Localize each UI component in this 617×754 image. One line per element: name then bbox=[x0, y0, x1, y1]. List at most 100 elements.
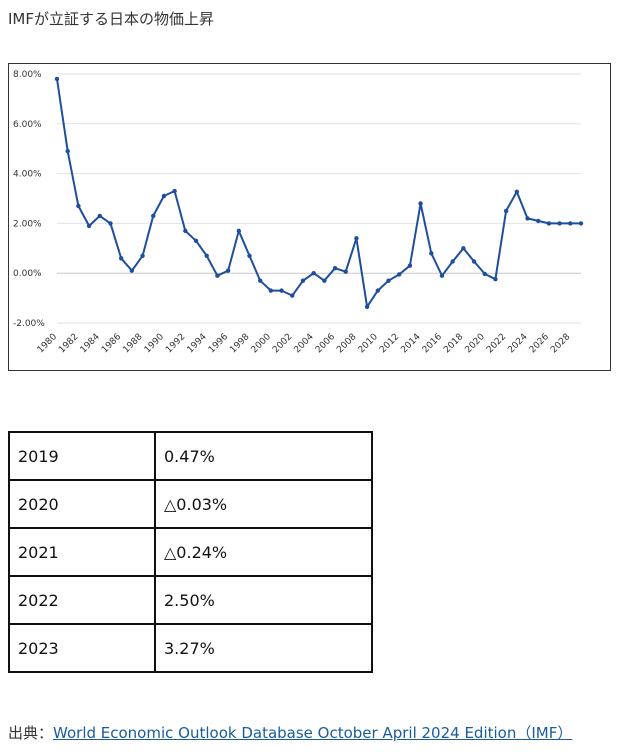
data-point bbox=[461, 246, 466, 251]
inflation-table: 2019 0.47% 2020 △0.03% 2021 △0.24% 2022 2.50% 20… bbox=[8, 431, 373, 673]
x-tick-label: 2000 bbox=[250, 332, 273, 355]
data-point bbox=[568, 221, 573, 226]
x-tick-label: 2010 bbox=[357, 332, 380, 355]
x-tick-label: 2026 bbox=[528, 332, 551, 355]
y-tick-label: 8.00% bbox=[13, 70, 42, 80]
x-tick-label: 2016 bbox=[421, 332, 444, 355]
data-point bbox=[300, 278, 306, 283]
data-point bbox=[204, 253, 209, 258]
x-tick-label: 1986 bbox=[100, 332, 123, 355]
data-point bbox=[140, 253, 145, 258]
data-point bbox=[493, 276, 498, 282]
data-point bbox=[172, 188, 177, 194]
data-point bbox=[471, 259, 477, 264]
data-point bbox=[343, 269, 348, 274]
y-tick-label: -2.00% bbox=[13, 319, 45, 329]
data-point bbox=[225, 268, 231, 273]
data-point bbox=[151, 213, 156, 219]
data-point bbox=[290, 293, 295, 298]
data-point bbox=[514, 189, 520, 194]
data-point bbox=[76, 203, 81, 209]
x-tick-label: 1996 bbox=[207, 332, 230, 355]
x-tick-label: 2020 bbox=[464, 332, 487, 355]
page-title: IMFが立証する日本の物価上昇 bbox=[8, 10, 214, 28]
x-tick-label: 2028 bbox=[549, 332, 572, 355]
data-point bbox=[482, 271, 487, 277]
data-point bbox=[546, 221, 552, 226]
table-row: 2021 △0.24% bbox=[8, 527, 373, 577]
table-row: 2020 △0.03% bbox=[8, 479, 373, 529]
data-point bbox=[450, 259, 455, 264]
data-point bbox=[193, 238, 199, 244]
data-point bbox=[118, 256, 124, 261]
year-cell: 2022 bbox=[8, 575, 156, 625]
data-point bbox=[503, 208, 509, 214]
data-point bbox=[268, 288, 274, 293]
chart-canvas: 8.00%6.00%4.00%2.00%0.00%-2.00%198019821… bbox=[13, 70, 584, 355]
year-cell: 2019 bbox=[8, 431, 156, 481]
table-row: 2023 3.27% bbox=[8, 623, 373, 673]
data-point bbox=[86, 223, 92, 229]
x-tick-label: 2022 bbox=[485, 332, 508, 355]
data-point bbox=[129, 268, 135, 273]
y-tick-label: 6.00% bbox=[13, 120, 42, 130]
source-link[interactable]: World Economic Outlook Database October … bbox=[53, 724, 573, 742]
value-cell: 0.47% bbox=[154, 431, 373, 481]
data-point bbox=[247, 253, 252, 258]
value-cell: △0.03% bbox=[154, 479, 373, 529]
data-point bbox=[536, 218, 541, 224]
data-point bbox=[375, 288, 381, 293]
data-point bbox=[557, 221, 562, 226]
data-point bbox=[65, 148, 70, 154]
data-point bbox=[397, 272, 402, 277]
year-cell: 2020 bbox=[8, 479, 156, 529]
source-prefix: 出典： bbox=[8, 724, 54, 742]
x-tick-label: 2006 bbox=[314, 332, 337, 355]
data-point bbox=[439, 273, 445, 278]
x-tick-label: 2004 bbox=[293, 332, 316, 355]
data-point bbox=[257, 278, 263, 283]
y-tick-label: 0.00% bbox=[13, 269, 42, 279]
source-line: 出典：World Economic Outlook Database Octob… bbox=[8, 722, 572, 743]
data-point bbox=[364, 304, 370, 310]
y-tick-label: 2.00% bbox=[13, 219, 42, 229]
data-point bbox=[429, 251, 434, 256]
value-cell: △0.24% bbox=[154, 527, 373, 577]
data-point bbox=[525, 216, 530, 221]
data-point bbox=[578, 221, 584, 226]
x-tick-label: 2014 bbox=[399, 332, 422, 355]
inflation-chart: 8.00% 6.00% 4.00% 2.00% 0.00% -2.00% 1980 1982 1… bbox=[8, 63, 611, 371]
table-row: 2022 2.50% bbox=[8, 575, 373, 625]
data-point bbox=[183, 228, 188, 234]
x-tick-label: 1984 bbox=[79, 332, 102, 355]
data-point bbox=[386, 278, 391, 283]
x-tick-label: 1982 bbox=[57, 332, 80, 355]
series-line bbox=[56, 78, 581, 308]
data-point bbox=[311, 271, 316, 276]
data-point bbox=[108, 221, 113, 226]
x-tick-label: 2024 bbox=[506, 332, 529, 355]
value-cell: 2.50% bbox=[154, 575, 373, 625]
x-tick-label: 1992 bbox=[164, 332, 187, 355]
data-point bbox=[215, 273, 220, 278]
x-tick-label: 2012 bbox=[378, 332, 401, 355]
x-tick-label: 1998 bbox=[228, 332, 251, 355]
x-tick-label: 1990 bbox=[143, 332, 166, 355]
x-tick-label: 1988 bbox=[121, 332, 144, 355]
data-point bbox=[354, 236, 359, 241]
data-point bbox=[97, 213, 102, 219]
value-cell: 3.27% bbox=[154, 623, 373, 673]
year-cell: 2021 bbox=[8, 527, 156, 577]
x-tick-label: 2018 bbox=[442, 332, 465, 355]
data-point bbox=[322, 278, 327, 283]
data-point bbox=[407, 263, 413, 268]
data-point bbox=[236, 228, 241, 234]
data-point bbox=[54, 76, 60, 82]
year-cell: 2023 bbox=[8, 623, 156, 673]
data-point bbox=[161, 193, 167, 199]
data-point bbox=[418, 201, 423, 206]
table-row: 2019 0.47% bbox=[8, 431, 373, 481]
x-tick-label: 2002 bbox=[271, 332, 294, 355]
data-point bbox=[332, 266, 338, 271]
y-tick-label: 4.00% bbox=[13, 170, 42, 180]
